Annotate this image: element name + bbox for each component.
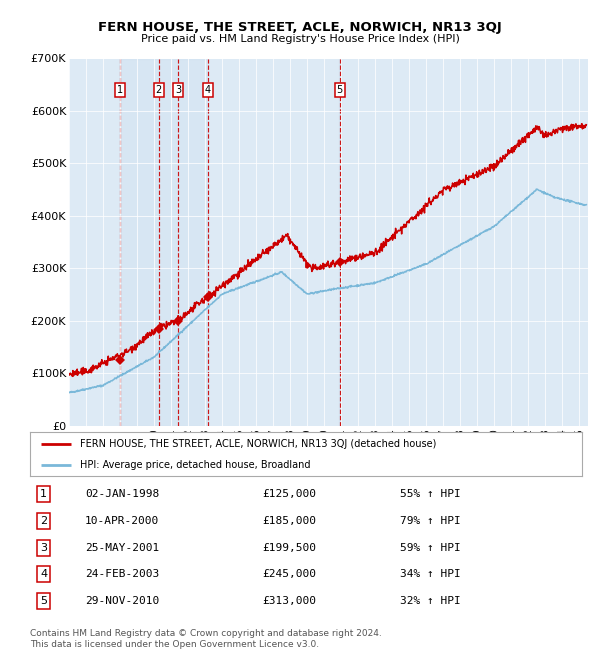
Text: 10-APR-2000: 10-APR-2000 [85,516,160,526]
Bar [339,58,341,426]
Text: FERN HOUSE, THE STREET, ACLE, NORWICH, NR13 3QJ: FERN HOUSE, THE STREET, ACLE, NORWICH, N… [98,21,502,34]
Text: 4: 4 [40,569,47,579]
Text: £245,000: £245,000 [262,569,316,579]
Text: £313,000: £313,000 [262,596,316,606]
Text: £125,000: £125,000 [262,489,316,499]
Text: HPI: Average price, detached house, Broadland: HPI: Average price, detached house, Broa… [80,460,310,470]
Text: 24-FEB-2003: 24-FEB-2003 [85,569,160,579]
Text: 1: 1 [118,85,124,95]
Text: Contains HM Land Registry data © Crown copyright and database right 2024.
This d: Contains HM Land Registry data © Crown c… [30,629,382,649]
Text: £185,000: £185,000 [262,516,316,526]
Text: 59% ↑ HPI: 59% ↑ HPI [400,543,461,552]
Text: 2: 2 [40,516,47,526]
Text: 1: 1 [40,489,47,499]
Text: 55% ↑ HPI: 55% ↑ HPI [400,489,461,499]
Text: 4: 4 [205,85,211,95]
Text: 32% ↑ HPI: 32% ↑ HPI [400,596,461,606]
Bar [121,58,208,426]
Text: Price paid vs. HM Land Registry's House Price Index (HPI): Price paid vs. HM Land Registry's House … [140,34,460,44]
Text: 02-JAN-1998: 02-JAN-1998 [85,489,160,499]
Text: £199,500: £199,500 [262,543,316,552]
Text: 3: 3 [40,543,47,552]
Text: 3: 3 [175,85,181,95]
Text: 79% ↑ HPI: 79% ↑ HPI [400,516,461,526]
Text: 5: 5 [337,85,343,95]
Text: 2: 2 [155,85,162,95]
Text: 34% ↑ HPI: 34% ↑ HPI [400,569,461,579]
Text: FERN HOUSE, THE STREET, ACLE, NORWICH, NR13 3QJ (detached house): FERN HOUSE, THE STREET, ACLE, NORWICH, N… [80,439,436,449]
Text: 5: 5 [40,596,47,606]
Text: 25-MAY-2001: 25-MAY-2001 [85,543,160,552]
Text: 29-NOV-2010: 29-NOV-2010 [85,596,160,606]
